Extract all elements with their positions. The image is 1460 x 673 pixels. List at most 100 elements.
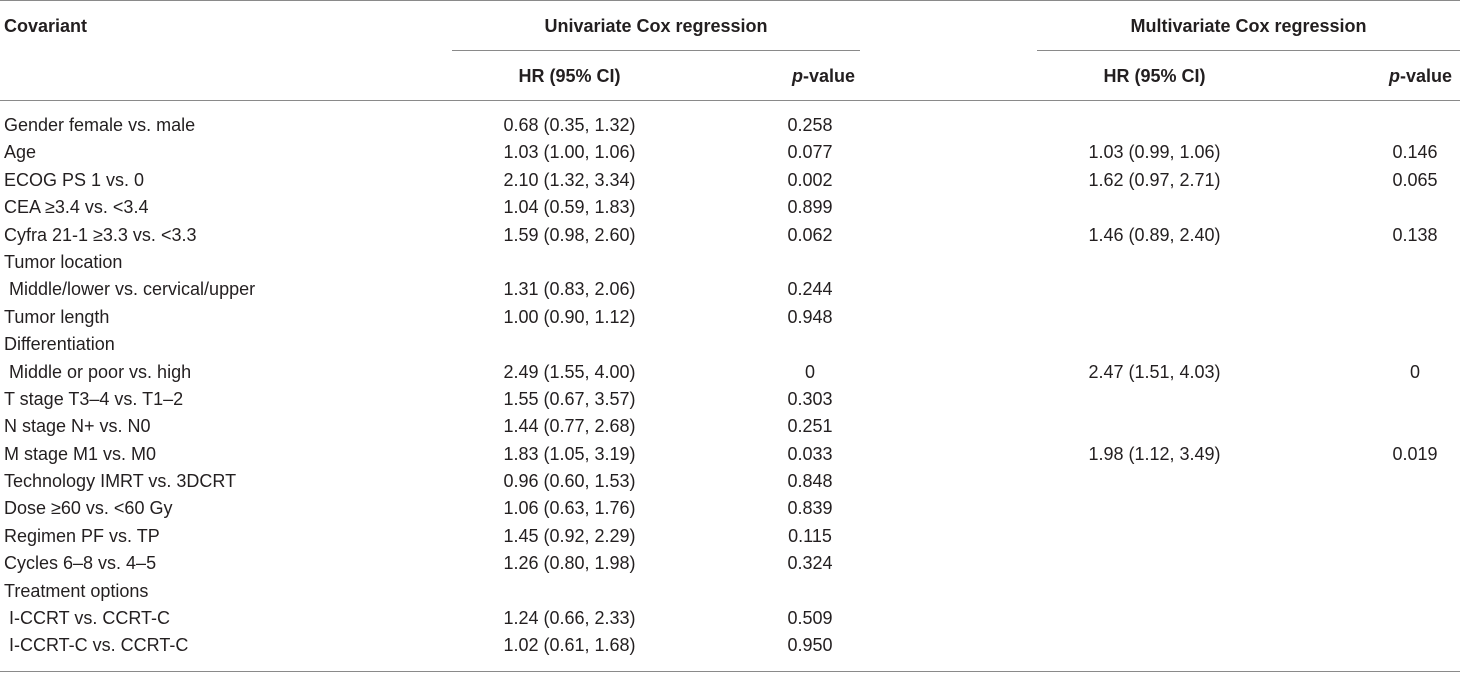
covariant-cell: Regimen PF vs. TP xyxy=(4,525,160,546)
univariate-header: Univariate Cox regression xyxy=(544,16,768,36)
table-row: Treatment options xyxy=(0,578,1460,605)
table-row: Differentiation xyxy=(0,331,1460,358)
covariant-cell: Tumor location xyxy=(4,251,123,272)
multivariate-hr-cell: 1.62 (0.97, 2.71) xyxy=(1088,169,1221,190)
p-suffix: -value xyxy=(802,66,855,86)
univariate-hr-cell: 1.06 (0.63, 1.76) xyxy=(503,498,636,519)
univariate-hr-cell: 1.02 (0.61, 1.68) xyxy=(503,635,636,656)
table-row: Age 1.03 (1.00, 1.06) 0.077 1.03 (0.99, 1.0… xyxy=(0,139,1460,166)
covariant-header: Covariant xyxy=(4,16,88,36)
table-row: M stage M1 vs. M0 1.83 (1.05, 3.19) 0.033 1… xyxy=(0,441,1460,468)
univariate-hr-cell: 1.03 (1.00, 1.06) xyxy=(503,142,636,163)
table-row: Cycles 6–8 vs. 4–5 1.26 (0.80, 1.98) 0.324 xyxy=(0,550,1460,577)
univariate-p-cell: 0.303 xyxy=(787,388,833,409)
p-italic: p xyxy=(791,66,803,86)
header-bottom-rule xyxy=(0,100,1460,101)
table-row: Tumor length 1.00 (0.90, 1.12) 0.948 xyxy=(0,304,1460,331)
univariate-hr-cell: 2.10 (1.32, 3.34) xyxy=(503,169,636,190)
univariate-p-cell: 0.077 xyxy=(787,142,833,163)
multivariate-p-cell: 0 xyxy=(1409,361,1420,382)
univariate-hr-cell: 1.04 (0.59, 1.83) xyxy=(503,197,636,218)
univariate-hr-cell: 1.59 (0.98, 2.60) xyxy=(503,224,636,245)
covariant-cell: Middle or poor vs. high xyxy=(4,361,192,382)
univariate-hr-cell: 1.45 (0.92, 2.29) xyxy=(503,525,636,546)
covariant-cell: Tumor length xyxy=(4,306,110,327)
covariant-cell: CEA ≥3.4 vs. <3.4 xyxy=(4,197,149,218)
table-row: CEA ≥3.4 vs. <3.4 1.04 (0.59, 1.83) 0.899 xyxy=(0,194,1460,221)
univariate-hr-cell: 1.55 (0.67, 3.57) xyxy=(503,388,636,409)
univariate-p-cell: 0.948 xyxy=(787,306,833,327)
table-row: I-CCRT vs. CCRT-C 1.24 (0.66, 2.33) 0.509 xyxy=(0,605,1460,632)
covariant-cell: Differentiation xyxy=(4,334,115,355)
table-row: T stage T3–4 vs. T1–2 1.55 (0.67, 3.57) 0.… xyxy=(0,386,1460,413)
table-row: ECOG PS 1 vs. 0 2.10 (1.32, 3.34) 0.002 1.6… xyxy=(0,167,1460,194)
univariate-p-cell: 0.251 xyxy=(787,416,833,437)
univariate-hr-cell: 2.49 (1.55, 4.00) xyxy=(503,361,636,382)
covariant-cell: I-CCRT-C vs. CCRT-C xyxy=(4,635,189,656)
covariant-cell: Cyfra 21-1 ≥3.3 vs. <3.3 xyxy=(4,224,197,245)
multivariate-underline xyxy=(1037,50,1460,51)
table-row: Middle or poor vs. high 2.49 (1.55, 4.00)… xyxy=(0,359,1460,386)
table-body: Gender female vs. male 0.68 (0.35, 1.32) 0… xyxy=(0,112,1460,660)
covariant-cell: Cycles 6–8 vs. 4–5 xyxy=(4,553,157,574)
univariate-hr-cell: 1.44 (0.77, 2.68) xyxy=(503,416,636,437)
univariate-hr-header: HR (95% CI) xyxy=(518,66,621,86)
table-row: Gender female vs. male 0.68 (0.35, 1.32) 0… xyxy=(0,112,1460,139)
univariate-hr-cell: 1.83 (1.05, 3.19) xyxy=(503,443,636,464)
univariate-p-cell: 0.839 xyxy=(787,498,833,519)
table-row: Middle/lower vs. cervical/upper 1.31 (0.8… xyxy=(0,276,1460,303)
univariate-hr-cell: 1.00 (0.90, 1.12) xyxy=(503,306,636,327)
table-top-rule xyxy=(0,0,1460,1)
covariant-cell: Gender female vs. male xyxy=(4,115,196,135)
table-row: Tumor location xyxy=(0,249,1460,276)
univariate-p-cell: 0.033 xyxy=(787,443,833,464)
univariate-hr-cell: 0.68 (0.35, 1.32) xyxy=(503,115,636,135)
table-row: I-CCRT-C vs. CCRT-C 1.02 (0.61, 1.68) 0.95… xyxy=(0,632,1460,659)
univariate-hr-cell: 1.24 (0.66, 2.33) xyxy=(503,608,636,629)
univariate-hr-cell: 0.96 (0.60, 1.53) xyxy=(503,471,636,492)
univariate-p-cell: 0.002 xyxy=(787,169,833,190)
covariant-cell: Middle/lower vs. cervical/upper xyxy=(4,279,256,300)
univariate-p-cell: 0.899 xyxy=(787,197,833,218)
univariate-p-cell: 0.062 xyxy=(787,224,833,245)
univariate-p-cell: 0.324 xyxy=(787,553,833,574)
table-row: N stage N+ vs. N0 1.44 (0.77, 2.68) 0.251 xyxy=(0,413,1460,440)
univariate-p-cell: 0.258 xyxy=(787,115,833,135)
covariant-cell: M stage M1 vs. M0 xyxy=(4,443,157,464)
covariant-cell: I-CCRT vs. CCRT-C xyxy=(4,608,171,629)
table-row: Cyfra 21-1 ≥3.3 vs. <3.3 1.59 (0.98, 2.60… xyxy=(0,222,1460,249)
univariate-p-cell: 0.115 xyxy=(788,525,832,546)
p-italic: p xyxy=(1388,66,1400,86)
covariant-cell: N stage N+ vs. N0 xyxy=(4,416,151,437)
multivariate-hr-cell: 2.47 (1.51, 4.03) xyxy=(1088,361,1221,382)
univariate-hr-cell: 1.26 (0.80, 1.98) xyxy=(503,553,636,574)
multivariate-hr-cell: 1.98 (1.12, 3.49) xyxy=(1088,443,1221,464)
covariant-cell: Technology IMRT vs. 3DCRT xyxy=(4,471,237,492)
univariate-p-cell: 0.950 xyxy=(787,635,833,656)
multivariate-p-cell: 0.019 xyxy=(1392,443,1438,464)
univariate-p-cell: 0.509 xyxy=(787,608,833,629)
table-row: Technology IMRT vs. 3DCRT 0.96 (0.60, 1.5… xyxy=(0,468,1460,495)
multivariate-hr-cell: 1.03 (0.99, 1.06) xyxy=(1088,142,1221,163)
multivariate-p-header: p-value xyxy=(1389,66,1452,86)
univariate-p-header: p-value xyxy=(792,66,855,86)
covariant-cell: Treatment options xyxy=(4,580,149,601)
covariant-cell: T stage T3–4 vs. T1–2 xyxy=(4,388,184,409)
multivariate-p-cell: 0.065 xyxy=(1392,169,1438,190)
univariate-underline xyxy=(452,50,860,51)
covariant-cell: ECOG PS 1 vs. 0 xyxy=(4,169,145,190)
table-bottom-rule xyxy=(0,671,1460,672)
covariant-cell: Age xyxy=(4,142,37,163)
multivariate-header: Multivariate Cox regression xyxy=(1130,16,1367,36)
multivariate-p-cell: 0.146 xyxy=(1392,142,1438,163)
p-suffix: -value xyxy=(1399,66,1452,86)
univariate-p-cell: 0 xyxy=(804,361,815,382)
multivariate-hr-cell: 1.46 (0.89, 2.40) xyxy=(1088,224,1221,245)
multivariate-p-cell: 0.138 xyxy=(1392,224,1438,245)
table-row: Regimen PF vs. TP 1.45 (0.92, 2.29) 0.115 xyxy=(0,523,1460,550)
univariate-hr-cell: 1.31 (0.83, 2.06) xyxy=(503,279,636,300)
univariate-p-cell: 0.848 xyxy=(787,471,833,492)
univariate-p-cell: 0.244 xyxy=(787,279,833,300)
table-row: Dose ≥60 vs. <60 Gy 1.06 (0.63, 1.76) 0.83… xyxy=(0,495,1460,522)
multivariate-hr-header: HR (95% CI) xyxy=(1103,66,1206,86)
